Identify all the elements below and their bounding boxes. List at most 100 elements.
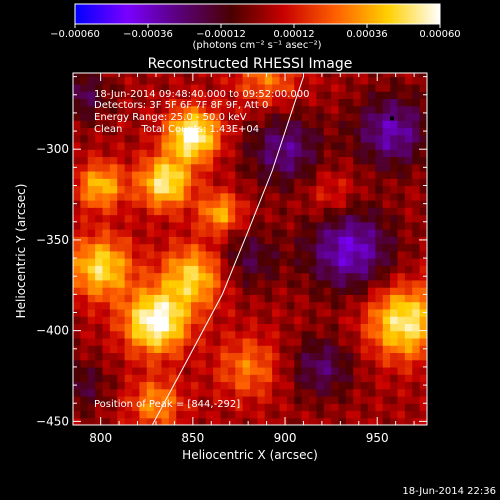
heatmap-cell — [183, 381, 192, 390]
heatmap-cell — [294, 83, 303, 92]
heatmap-cell — [161, 352, 170, 361]
heatmap-cell — [323, 316, 332, 324]
heatmap-cell — [109, 236, 118, 245]
heatmap-cell — [124, 359, 133, 368]
heatmap-cell — [368, 141, 376, 150]
heatmap-cell — [95, 207, 104, 216]
heatmap-cell — [213, 258, 222, 266]
heatmap-cell — [382, 316, 391, 324]
heatmap-cell — [316, 279, 325, 288]
heatmap-cell — [360, 279, 369, 288]
heatmap-cell — [154, 170, 163, 179]
heatmap-cell — [279, 330, 288, 339]
heatmap-cell — [360, 134, 369, 143]
heatmap-cell — [132, 316, 140, 324]
heatmap-cell — [404, 250, 413, 259]
heatmap-cell — [132, 323, 140, 332]
heatmap-cell — [323, 258, 332, 266]
heatmap-cell — [73, 359, 81, 368]
heatmap-cell — [272, 323, 281, 332]
heatmap-cell — [316, 352, 325, 361]
heatmap-cell — [345, 76, 354, 85]
heatmap-cell — [87, 112, 96, 121]
heatmap-cell — [146, 366, 155, 375]
heatmap-cell — [161, 214, 170, 223]
heatmap-cell — [309, 308, 317, 317]
heatmap-cell — [286, 294, 295, 303]
heatmap-cell — [353, 149, 362, 158]
heatmap-cell — [309, 73, 317, 78]
heatmap-cell — [309, 76, 317, 85]
heatmap-cell — [132, 149, 140, 158]
heatmap-cell — [154, 258, 163, 266]
heatmap-cell — [264, 330, 273, 339]
heatmap-cell — [198, 258, 207, 266]
heatmap-cell — [95, 395, 104, 404]
heatmap-cell — [132, 301, 140, 310]
heatmap-cell — [117, 105, 126, 114]
heatmap-cell — [139, 112, 148, 121]
heatmap-cell — [309, 287, 317, 295]
heatmap-cell — [301, 236, 310, 245]
heatmap-cell — [146, 410, 155, 419]
heatmap-cell — [124, 141, 133, 150]
heatmap-cell — [124, 200, 133, 208]
heatmap-cell — [132, 141, 140, 150]
heatmap-cell — [109, 330, 118, 339]
heatmap-cell — [168, 345, 177, 354]
heatmap-cell — [272, 345, 281, 354]
heatmap-cell — [102, 243, 111, 252]
heatmap-cell — [250, 236, 258, 245]
heatmap-cell — [250, 287, 258, 295]
heatmap-cell — [176, 366, 185, 375]
heatmap-cell — [301, 287, 310, 295]
heatmap-cell — [80, 287, 89, 295]
heatmap-cell — [124, 330, 133, 339]
heatmap-cell — [360, 105, 369, 114]
heatmap-cell — [235, 366, 244, 375]
heatmap-cell — [353, 105, 362, 114]
heatmap-cell — [235, 236, 244, 245]
heatmap-cell — [139, 163, 148, 172]
heatmap-cell — [139, 200, 148, 208]
heatmap-cell — [404, 403, 413, 412]
heatmap-cell — [80, 229, 89, 237]
heatmap-cell — [80, 214, 89, 223]
heatmap-cell — [80, 207, 89, 216]
heatmap-cell — [404, 316, 413, 324]
heatmap-cell — [316, 98, 325, 107]
heatmap-cell — [220, 301, 229, 310]
heatmap-cell — [412, 185, 421, 194]
heatmap-cell — [139, 207, 148, 216]
heatmap-cell — [139, 374, 148, 383]
heatmap-cell — [73, 134, 81, 143]
heatmap-cell — [95, 120, 104, 129]
heatmap-cell — [235, 127, 244, 136]
heatmap-cell — [279, 141, 288, 150]
heatmap-cell — [109, 258, 118, 266]
heatmap-cell — [87, 120, 96, 129]
heatmap-cell — [235, 221, 244, 230]
heatmap-cell — [161, 294, 170, 303]
heatmap-cell — [397, 345, 406, 354]
heatmap-cell — [205, 250, 214, 259]
heatmap-cell — [183, 287, 192, 295]
heatmap-cell — [191, 403, 199, 412]
heatmap-cell — [316, 301, 325, 310]
heatmap-cell — [397, 141, 406, 150]
heatmap-cell — [272, 388, 281, 397]
heatmap-cell — [360, 163, 369, 172]
heatmap-cell — [419, 112, 427, 121]
heatmap-cell — [73, 330, 81, 339]
heatmap-cell — [257, 112, 266, 121]
heatmap-cell — [316, 243, 325, 252]
heatmap-cell — [272, 149, 281, 158]
heatmap-cell — [279, 250, 288, 259]
heatmap-cell — [360, 330, 369, 339]
heatmap-cell — [338, 352, 347, 361]
heatmap-cell — [146, 120, 155, 129]
heatmap-cell — [272, 301, 281, 310]
heatmap-cell — [412, 250, 421, 259]
heatmap-cell — [338, 345, 347, 354]
heatmap-cell — [257, 170, 266, 179]
